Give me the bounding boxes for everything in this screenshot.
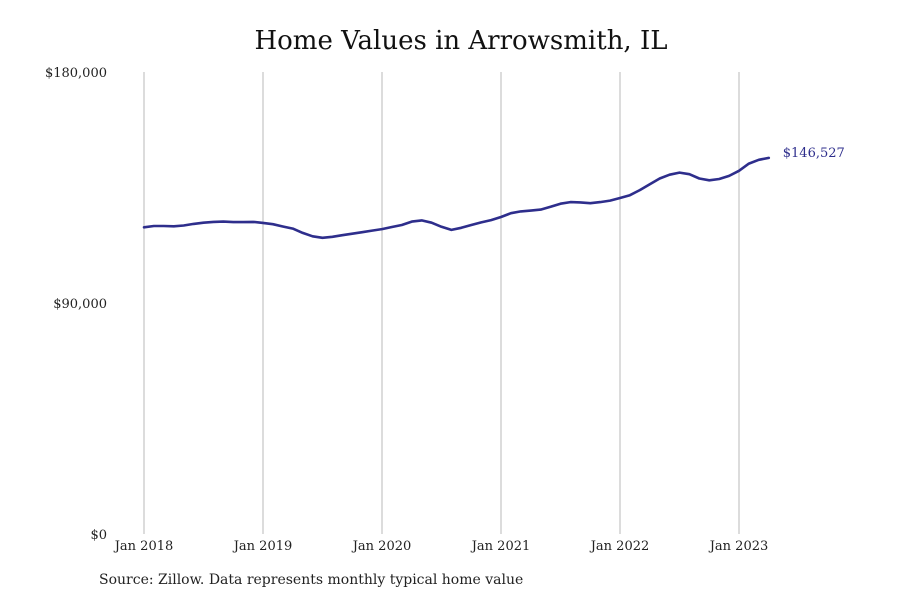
- y-axis-tick-labels: $0 $90,000 $180,000: [45, 66, 107, 543]
- gridlines: [143, 72, 740, 534]
- x-tick-label: Jan 2020: [351, 539, 412, 554]
- x-tick-label: Jan 2021: [470, 539, 531, 554]
- y-tick-label: $0: [90, 528, 107, 543]
- end-value-label: $146,527: [783, 146, 845, 161]
- x-tick-label: Jan 2022: [589, 539, 650, 554]
- series-line: [142, 156, 771, 240]
- source-note: Source: Zillow. Data represents monthly …: [99, 572, 524, 588]
- x-tick-label: Jan 2019: [232, 539, 293, 554]
- series-layer: [142, 156, 771, 240]
- y-tick-label: $180,000: [45, 66, 107, 81]
- y-tick-label: $90,000: [53, 297, 107, 312]
- x-tick-label: Jan 2018: [113, 539, 174, 554]
- x-axis-tick-labels: Jan 2018 Jan 2019 Jan 2020 Jan 2021 Jan 2022…: [113, 539, 769, 554]
- x-tick-label: Jan 2023: [708, 539, 769, 554]
- annotation-layer: $146,527: [783, 146, 845, 161]
- chart-title: Home Values in Arrowsmith, IL: [254, 26, 668, 56]
